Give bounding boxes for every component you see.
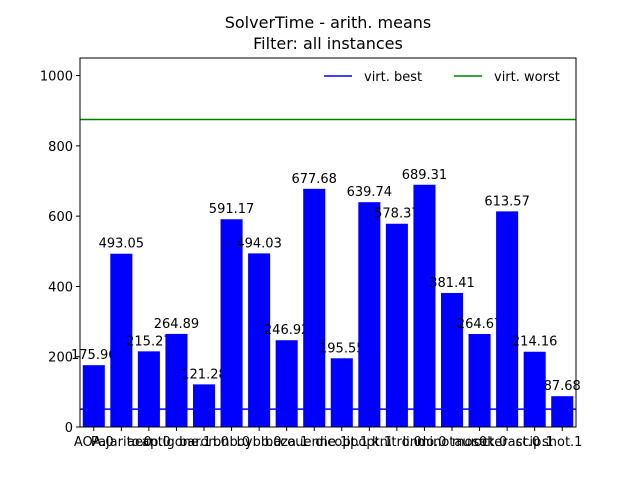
- value-label: 214.16: [512, 335, 558, 350]
- bar: [165, 333, 188, 427]
- value-label: 578.37: [374, 207, 420, 222]
- bar: [468, 333, 491, 427]
- value-label: 677.68: [291, 172, 337, 187]
- x-tick-label: baza.1: [265, 435, 308, 450]
- x-tick-label: scip.1: [516, 435, 554, 450]
- value-label: 195.55: [319, 341, 365, 356]
- x-tick-label: lindo.0: [403, 435, 447, 450]
- value-label: 381.41: [429, 276, 475, 291]
- value-label: 246.92: [264, 323, 310, 338]
- legend-label: virt. best: [364, 70, 422, 85]
- chart-subtitle: Filter: all instances: [253, 34, 403, 53]
- bar: [523, 351, 546, 427]
- y-tick-label: 1000: [40, 70, 73, 85]
- x-tick-label: bybb.0: [237, 435, 282, 450]
- bar: [248, 253, 271, 427]
- bar: [192, 384, 216, 427]
- bar: [330, 358, 353, 427]
- value-label: 689.31: [402, 168, 448, 183]
- y-tick-label: 0: [65, 421, 73, 436]
- y-tick-label: 800: [48, 140, 73, 155]
- bar: [110, 253, 133, 427]
- value-label: 494.03: [236, 236, 282, 251]
- value-label: 264.67: [457, 317, 503, 332]
- x-tick-label: mosek.0: [452, 435, 507, 450]
- x-tick-label: minotaur.0: [417, 435, 487, 450]
- value-label: 264.89: [154, 317, 200, 332]
- bar: [82, 365, 105, 427]
- x-tick-label: couenne.1: [280, 435, 348, 450]
- x-tick-label: antigone.1: [142, 435, 212, 450]
- value-label: 639.74: [347, 185, 393, 200]
- x-tick-label: baron.0: [179, 435, 229, 450]
- x-tick-label: ipopt.1: [347, 435, 393, 450]
- y-tick-label: 200: [48, 351, 73, 366]
- bar: [137, 351, 160, 427]
- value-label: 215.27: [126, 334, 172, 349]
- x-tick-label: shot.1: [542, 435, 582, 450]
- bar: [275, 340, 298, 427]
- bar: [551, 396, 574, 427]
- value-label: 493.05: [99, 237, 145, 252]
- y-tick-label: 600: [48, 210, 73, 225]
- bar: [385, 223, 408, 427]
- bar: [303, 188, 326, 427]
- y-tick-label: 400: [48, 280, 73, 295]
- plot-frame: [79, 57, 577, 428]
- x-tick-label: dicopt.1: [315, 435, 368, 450]
- legend-label: virt. worst: [494, 70, 560, 85]
- value-label: 591.17: [209, 202, 255, 217]
- value-label: 121.28: [181, 367, 227, 382]
- value-label: 87.68: [544, 379, 581, 394]
- bar: [358, 202, 381, 427]
- bar: [440, 292, 464, 427]
- bar: [496, 211, 519, 427]
- x-tick-label: aecp.0: [127, 435, 171, 450]
- chart-title: SolverTime - arith. means: [225, 13, 432, 32]
- x-tick-label: octeract.0: [474, 435, 540, 450]
- x-tick-label: AOA.0: [74, 435, 114, 450]
- value-label: 175.96: [71, 348, 117, 363]
- x-tick-label: knitro.0: [372, 435, 422, 450]
- bar: [220, 219, 243, 427]
- bar: [413, 184, 436, 427]
- x-tick-label: bnb.0: [213, 435, 250, 450]
- value-label: 613.57: [484, 194, 530, 209]
- x-tick-label: Pajarito.0: [91, 435, 152, 450]
